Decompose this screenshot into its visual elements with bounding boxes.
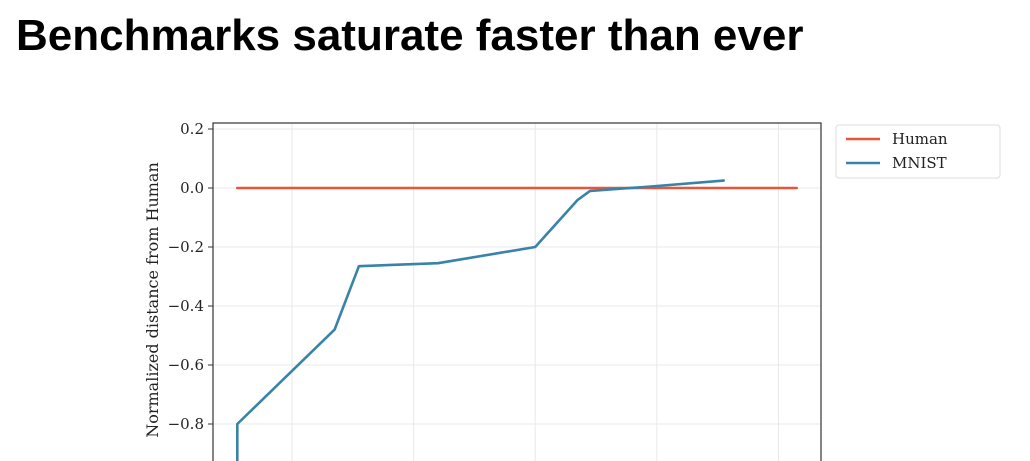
y-axis-label: Normalized distance from Human	[143, 162, 162, 438]
series-line-mnist	[236, 179, 726, 461]
legend-label-human: Human	[892, 130, 948, 148]
y-tick-label: 0.0	[180, 179, 204, 197]
y-axis-ticks: 0.2 0.0 −0.2 −0.4 −0.6 −0.8	[168, 120, 213, 433]
y-tick-label: −0.6	[168, 356, 204, 374]
y-tick-label: 0.2	[180, 120, 204, 138]
legend: Human MNIST	[835, 124, 1001, 179]
grid-lines	[213, 123, 821, 461]
y-tick-label: −0.2	[168, 238, 204, 256]
y-tick-label: −0.8	[168, 415, 204, 433]
series-lines	[236, 179, 799, 461]
plot-frame	[212, 122, 822, 461]
y-tick-label: −0.4	[168, 297, 204, 315]
slide-title: Benchmarks saturate faster than ever	[16, 11, 804, 60]
legend-label-mnist: MNIST	[892, 154, 947, 172]
